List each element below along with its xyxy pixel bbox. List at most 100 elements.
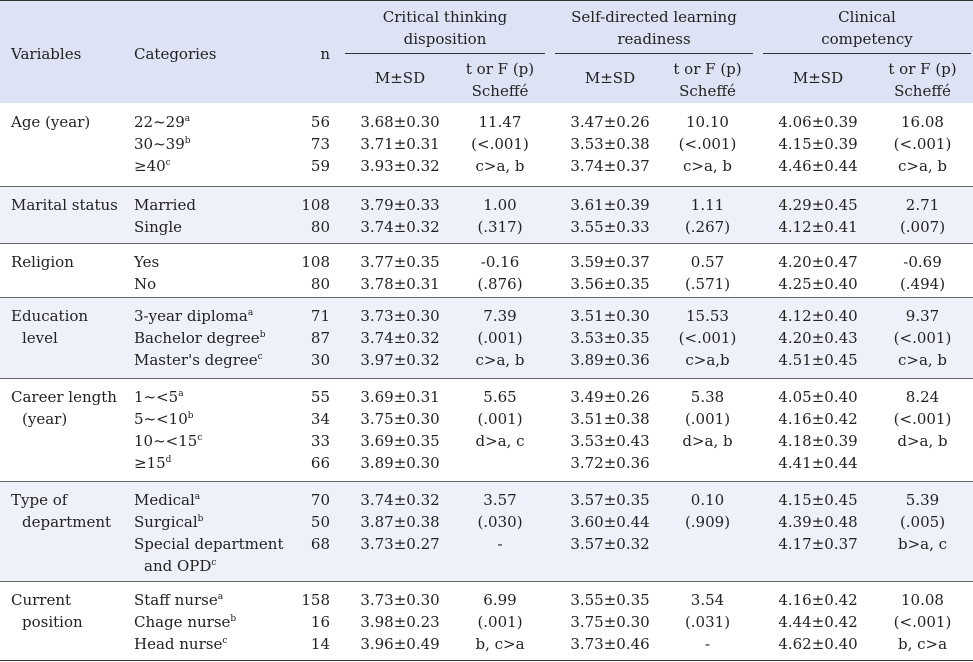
- category-label: Medicala: [134, 491, 201, 509]
- test-statistic: b, c>a: [475, 635, 525, 653]
- category-label: Staff nursea: [134, 591, 224, 609]
- mean-sd-value: 4.39±0.48: [778, 513, 858, 531]
- header-categories: Categories: [134, 45, 217, 63]
- n-value: 30: [310, 351, 330, 369]
- test-statistic: (.001): [477, 410, 523, 428]
- test-statistic: 0.57: [690, 253, 725, 271]
- mean-sd-value: 3.75±0.30: [360, 410, 440, 428]
- mean-sd-value: 3.74±0.32: [360, 218, 440, 236]
- test-statistic: (<.001): [893, 329, 952, 347]
- test-statistic: 16.08: [901, 113, 944, 131]
- header-test: t or F (p) Scheffé: [888, 60, 957, 100]
- test-statistic: 6.99: [483, 591, 517, 609]
- variable-label: Religion: [11, 253, 74, 271]
- test-statistic: 2.71: [905, 196, 940, 214]
- test-statistic: 1.11: [690, 196, 725, 214]
- test-statistic: d>a, b: [682, 432, 733, 450]
- category-label: Head nursec: [134, 635, 228, 653]
- mean-sd-value: 3.51±0.38: [570, 410, 650, 428]
- n-value: 33: [310, 432, 330, 450]
- category-label: 5~<10b: [134, 410, 194, 428]
- mean-sd-value: 3.55±0.33: [570, 218, 650, 236]
- table-row-group: [0, 481, 973, 581]
- n-value: 34: [310, 410, 330, 428]
- n-value: 108: [301, 196, 330, 214]
- test-statistic: b, c>a: [897, 635, 948, 653]
- mean-sd-value: 4.44±0.42: [778, 613, 858, 631]
- test-statistic: 10.10: [686, 113, 729, 131]
- test-statistic: 0.10: [690, 491, 725, 509]
- n-value: 87: [310, 329, 330, 347]
- n-value: 80: [310, 275, 330, 293]
- mean-sd-value: 4.05±0.40: [778, 388, 858, 406]
- n-value: 73: [310, 135, 330, 153]
- mean-sd-value: 3.69±0.35: [360, 432, 440, 450]
- mean-sd-value: 3.49±0.26: [570, 388, 650, 406]
- category-label: 1~<5a: [134, 388, 184, 406]
- category-label: Single: [134, 218, 183, 236]
- test-statistic: (.001): [477, 329, 523, 347]
- test-statistic: (.031): [684, 613, 731, 631]
- row-divider: [0, 297, 973, 298]
- mean-sd-value: 3.87±0.38: [360, 513, 440, 531]
- row-divider: [0, 378, 973, 379]
- mean-sd-value: 4.41±0.44: [778, 454, 858, 472]
- mean-sd-value: 3.47±0.26: [570, 113, 650, 131]
- test-statistic: (.001): [684, 410, 731, 428]
- variable-label: department: [22, 513, 112, 531]
- test-statistic: 5.38: [690, 388, 725, 406]
- category-label: ≥15d: [134, 454, 172, 472]
- mean-sd-value: 3.56±0.35: [570, 275, 650, 293]
- category-label: Bachelor degreeb: [134, 329, 266, 347]
- n-value: 80: [310, 218, 330, 236]
- n-value: 66: [310, 454, 330, 472]
- n-value: 70: [310, 491, 330, 509]
- mean-sd-value: 3.73±0.46: [570, 635, 650, 653]
- test-statistic: d>a, c: [475, 432, 525, 450]
- header-test: t or F (p) Scheffé: [673, 60, 742, 100]
- mean-sd-value: 4.16±0.42: [778, 410, 858, 428]
- category-label: ≥40c: [134, 157, 171, 175]
- test-statistic: (.007): [899, 218, 946, 236]
- test-statistic: c>a, b: [475, 157, 525, 175]
- test-statistic: b>a, c: [897, 535, 948, 553]
- test-statistic: c>a,b: [685, 351, 730, 369]
- mean-sd-value: 3.57±0.35: [570, 491, 650, 509]
- test-statistic: (<.001): [893, 613, 952, 631]
- table-row-group: [0, 581, 973, 660]
- mean-sd-value: 3.53±0.38: [570, 135, 650, 153]
- test-statistic: c>a, b: [682, 157, 733, 175]
- mean-sd-value: 3.72±0.36: [570, 454, 650, 472]
- test-statistic: (.267): [684, 218, 731, 236]
- header-variables: Variables: [11, 45, 82, 63]
- mean-sd-value: 3.74±0.37: [570, 157, 650, 175]
- n-value: 55: [310, 388, 330, 406]
- mean-sd-value: 3.98±0.23: [360, 613, 440, 631]
- test-statistic: (.005): [899, 513, 946, 531]
- mean-sd-value: 3.68±0.30: [360, 113, 440, 131]
- row-divider: [0, 481, 973, 482]
- test-statistic: 7.39: [483, 307, 517, 325]
- header-n: n: [320, 45, 330, 63]
- table-row-group: [0, 186, 973, 243]
- mean-sd-value: 3.74±0.32: [360, 491, 440, 509]
- mean-sd-value: 4.18±0.39: [778, 432, 858, 450]
- test-statistic: (.571): [684, 275, 731, 293]
- table-bottom-rule: [0, 660, 973, 661]
- mean-sd-value: 3.89±0.30: [360, 454, 440, 472]
- mean-sd-value: 3.74±0.32: [360, 329, 440, 347]
- mean-sd-value: 3.89±0.36: [570, 351, 650, 369]
- mean-sd-value: 3.96±0.49: [360, 635, 440, 653]
- mean-sd-value: 3.73±0.27: [360, 535, 440, 553]
- n-value: 56: [310, 113, 330, 131]
- mean-sd-value: 4.17±0.37: [778, 535, 858, 553]
- test-statistic: (.876): [477, 275, 523, 293]
- mean-sd-value: 3.55±0.35: [570, 591, 650, 609]
- test-statistic: 10.08: [901, 591, 944, 609]
- row-divider: [0, 186, 973, 187]
- test-statistic: 8.24: [905, 388, 940, 406]
- test-statistic: d>a, b: [897, 432, 948, 450]
- n-value: 16: [310, 613, 330, 631]
- n-value: 68: [310, 535, 330, 553]
- test-statistic: -: [704, 635, 711, 653]
